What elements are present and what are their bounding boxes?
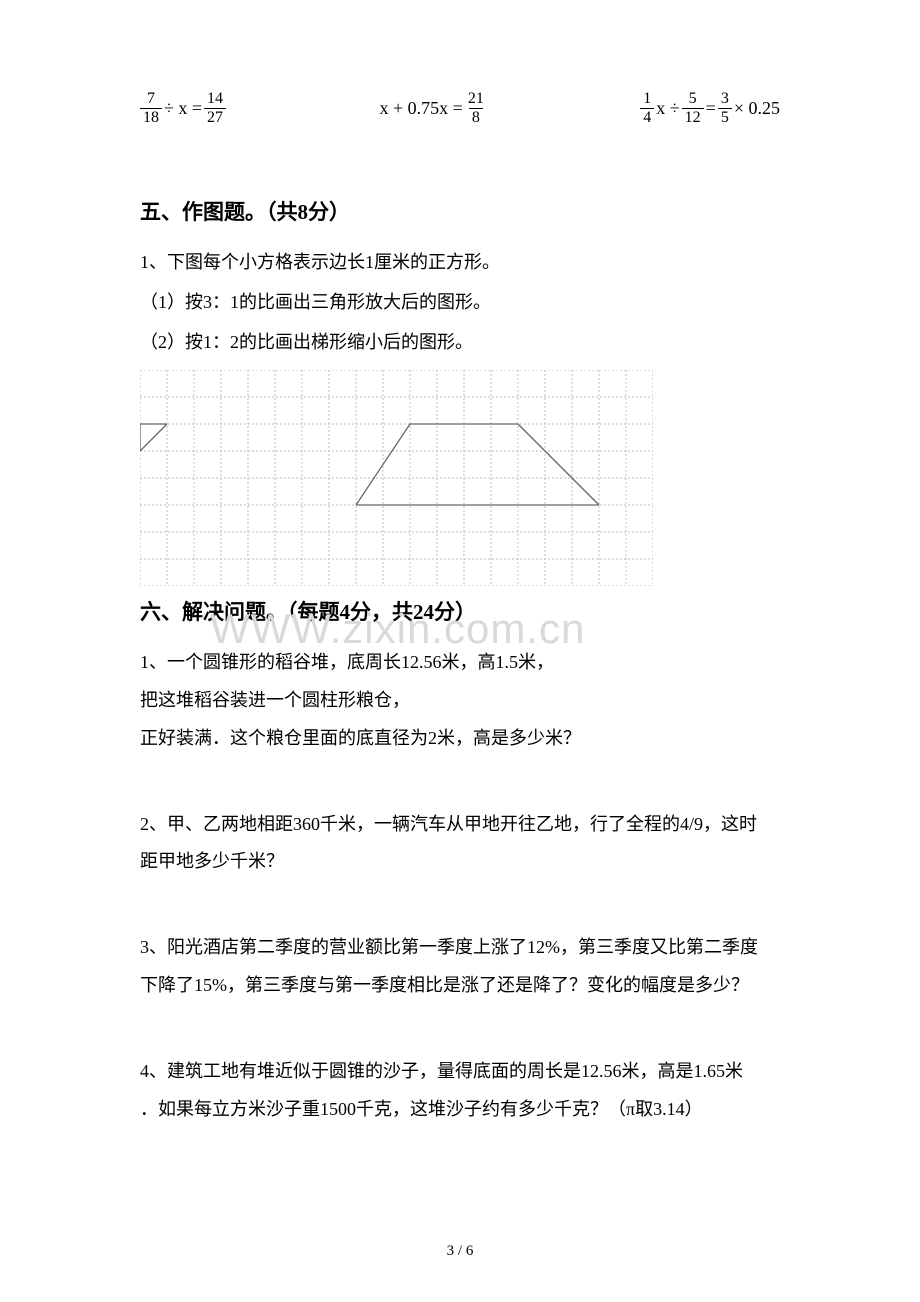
section-5-title: 五、作图题。（共8分） [140, 196, 780, 226]
equation-row: 7 18 ÷ x = 14 27 x + 0.75x = 21 8 1 4 x … [140, 90, 780, 126]
numerator: 14 [204, 90, 226, 108]
numerator: 3 [718, 90, 732, 108]
drawing-grid [140, 370, 660, 588]
fraction: 7 18 [140, 90, 162, 126]
question-text: 3、阳光酒店第二季度的营业额比第一季度上涨了12%，第三季度又比第二季度 [140, 929, 780, 967]
question-text: 距甲地多少千米？ [140, 843, 780, 881]
denominator: 18 [140, 108, 162, 127]
numerator: 1 [640, 90, 654, 108]
question-text: 把这堆稻谷装进一个圆柱形粮仓， [140, 682, 780, 720]
question-text: ．如果每立方米沙子重1500千克，这堆沙子约有多少千克？（π取3.14） [140, 1091, 780, 1129]
denominator: 27 [204, 108, 226, 127]
denominator: 12 [682, 108, 704, 127]
numerator: 7 [144, 90, 158, 108]
lhs: x + 0.75x = [380, 98, 463, 119]
equation-2: x + 0.75x = 21 8 [380, 90, 487, 126]
question-text: 1、一个圆锥形的稻谷堆，底周长12.56米，高1.5米， [140, 644, 780, 682]
denominator: 4 [640, 108, 654, 127]
operator: x ÷ [656, 98, 679, 119]
section-5-line: （2）按1：2的比画出梯形缩小后的图形。 [140, 324, 780, 360]
operator: ÷ x = [164, 98, 202, 119]
page-number: 3 / 6 [0, 1243, 920, 1260]
numerator: 21 [465, 90, 487, 108]
fraction: 21 8 [465, 90, 487, 126]
tail: × 0.25 [734, 98, 780, 119]
denominator: 8 [469, 108, 483, 127]
equation-1: 7 18 ÷ x = 14 27 [140, 90, 226, 126]
operator: = [706, 98, 716, 119]
section-6-title: 六、解决问题。（每题4分，共24分） [140, 596, 780, 626]
question-2: 2、甲、乙两地相距360千米，一辆汽车从甲地开往乙地，行了全程的4/9，这时 距… [140, 806, 780, 882]
fraction: 14 27 [204, 90, 226, 126]
fraction: 5 12 [682, 90, 704, 126]
question-text: 正好装满．这个粮仓里面的底直径为2米，高是多少米？ [140, 720, 780, 758]
question-text: 2、甲、乙两地相距360千米，一辆汽车从甲地开往乙地，行了全程的4/9，这时 [140, 806, 780, 844]
question-1: 1、一个圆锥形的稻谷堆，底周长12.56米，高1.5米， 把这堆稻谷装进一个圆柱… [140, 644, 780, 757]
question-text: 下降了15%，第三季度与第一季度相比是涨了还是降了？变化的幅度是多少？ [140, 967, 780, 1005]
equation-3: 1 4 x ÷ 5 12 = 3 5 × 0.25 [640, 90, 780, 126]
question-text: 4、建筑工地有堆近似于圆锥的沙子，量得底面的周长是12.56米，高是1.65米 [140, 1053, 780, 1091]
section-5-line: （1）按3：1的比画出三角形放大后的图形。 [140, 284, 780, 320]
section-5-line: 1、下图每个小方格表示边长1厘米的正方形。 [140, 244, 780, 280]
fraction: 1 4 [640, 90, 654, 126]
grid-svg [140, 370, 653, 586]
question-3: 3、阳光酒店第二季度的营业额比第一季度上涨了12%，第三季度又比第二季度 下降了… [140, 929, 780, 1005]
numerator: 5 [686, 90, 700, 108]
fraction: 3 5 [718, 90, 732, 126]
denominator: 5 [718, 108, 732, 127]
question-4: 4、建筑工地有堆近似于圆锥的沙子，量得底面的周长是12.56米，高是1.65米 … [140, 1053, 780, 1129]
